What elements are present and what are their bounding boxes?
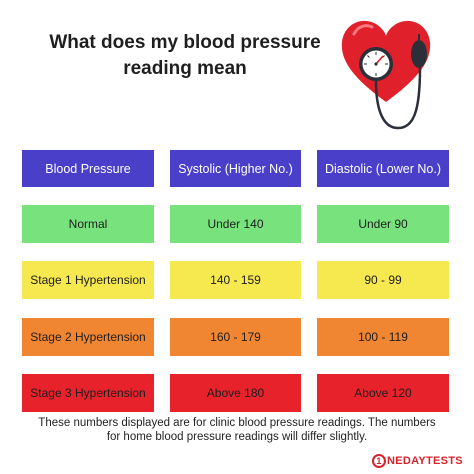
logo-text: NEDAYTESTS [387,455,463,467]
row-stage3-category: Stage 3 Hypertension [22,374,154,412]
row-stage2-category: Stage 2 Hypertension [22,318,154,356]
page-title: What does my blood pressure reading mean [30,30,340,82]
row-stage1-category: Stage 1 Hypertension [22,261,154,299]
header-blood-pressure: Blood Pressure [22,150,154,187]
row-normal-category: Normal [22,205,154,243]
heart-blood-pressure-gauge-icon [341,20,431,130]
row-normal-diastolic: Under 90 [317,205,449,243]
logo-mark: 1 [372,454,386,468]
title-line-1: What does my blood pressure [49,32,321,53]
row-stage1-systolic: 140 - 159 [170,261,301,299]
footnote-line-2: for home blood pressure readings will di… [106,431,368,443]
row-stage2-systolic: 160 - 179 [170,318,301,356]
row-stage3-systolic: Above 180 [170,374,301,412]
row-stage2-diastolic: 100 - 119 [317,318,449,356]
row-normal-systolic: Under 140 [170,205,301,243]
header-diastolic: Diastolic (Lower No.) [317,150,449,187]
row-stage1-diastolic: 90 - 99 [317,261,449,299]
header-systolic: Systolic (Higher No.) [170,150,301,187]
title-line-2: reading mean [123,58,247,79]
row-stage3-diastolic: Above 120 [317,374,449,412]
footnote-line-1: These numbers displayed are for clinic b… [38,417,436,429]
footnote: These numbers displayed are for clinic b… [20,416,454,444]
onedaytests-logo: 1 NEDAYTESTS [372,453,463,469]
